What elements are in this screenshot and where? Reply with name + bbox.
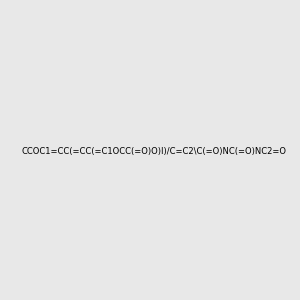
Text: CCOC1=CC(=CC(=C1OCC(=O)O)I)/C=C2\C(=O)NC(=O)NC2=O: CCOC1=CC(=CC(=C1OCC(=O)O)I)/C=C2\C(=O)NC… (21, 147, 286, 156)
